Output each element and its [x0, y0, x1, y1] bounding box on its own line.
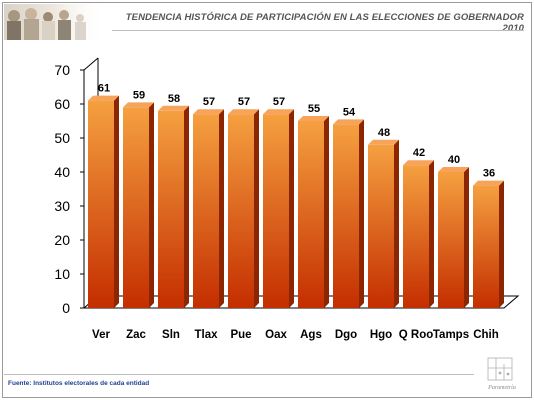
data-label: 42: [413, 147, 425, 159]
y-tick-label: 40: [54, 164, 70, 180]
x-tick-label: Dgo: [335, 329, 357, 341]
bar-top: [438, 167, 469, 172]
x-tick-label: Pue: [230, 329, 251, 341]
y-tick-label: 30: [54, 198, 70, 214]
bar-chih: [473, 185, 499, 308]
y-tick-label: 20: [54, 232, 70, 248]
x-tick-label: Zac: [126, 329, 146, 341]
bar-top: [368, 139, 399, 145]
bar-side: [254, 109, 259, 308]
data-label: 57: [273, 96, 285, 108]
data-label: 48: [378, 127, 390, 139]
y-tick-label: 10: [54, 266, 70, 282]
bar-tamps: [438, 172, 464, 308]
bar-top: [403, 160, 434, 166]
data-label: 55: [308, 103, 320, 115]
data-label: 57: [238, 96, 250, 108]
bar-q-roo: [403, 165, 429, 308]
bar-pue: [228, 114, 254, 308]
bar-side: [149, 102, 154, 309]
bar-side: [359, 119, 364, 309]
source-note: Fuente: Institutos electorales de cada e…: [8, 380, 150, 387]
logo-wordmark: Parametría: [487, 385, 516, 391]
x-tick-label: Hgo: [370, 329, 392, 341]
bar-side: [429, 160, 434, 308]
x-tick-label: Tlax: [194, 329, 218, 341]
bar-hgo: [368, 144, 394, 308]
data-label: 40: [448, 154, 460, 166]
bar-side: [394, 139, 399, 308]
bar-top: [473, 180, 504, 186]
x-tick-label: Q Roo: [399, 329, 434, 341]
y-tick-label: 0: [62, 300, 70, 316]
bar-dgo: [333, 124, 359, 309]
x-tick-label: Tamps: [433, 329, 469, 341]
x-tick-label: Ver: [92, 329, 110, 341]
y-tick-label: 50: [54, 130, 70, 146]
bar-oax: [263, 114, 289, 308]
bar-side: [324, 116, 329, 308]
data-label: 54: [343, 106, 356, 118]
bar-top: [158, 105, 189, 111]
bar-sln: [158, 110, 184, 308]
bar-top: [193, 109, 224, 115]
bar-ver: [88, 100, 114, 308]
x-tick-label: Ags: [300, 329, 322, 341]
bar-side: [499, 180, 504, 308]
parametria-logo: Parametría: [478, 356, 526, 394]
x-tick-label: Chih: [473, 329, 499, 341]
bar-ags: [298, 121, 324, 308]
bar-top: [298, 116, 329, 121]
data-label: 58: [168, 93, 180, 105]
footer-divider: [4, 374, 474, 375]
data-label: 61: [98, 83, 110, 95]
data-label: 57: [203, 96, 215, 108]
bar-side: [219, 109, 224, 308]
chart-title: TENDENCIA HISTÓRICA DE PARTICIPACIÓN EN …: [125, 12, 524, 34]
bar-tlax: [193, 114, 219, 308]
x-tick-label: Sln: [162, 329, 180, 341]
bar-top: [263, 109, 294, 115]
x-tick-label: Oax: [265, 329, 287, 341]
bar-side: [184, 105, 189, 308]
header-photo-crowd: [4, 4, 106, 40]
data-label: 59: [133, 89, 145, 101]
y-tick-label: 60: [54, 96, 70, 112]
bar-side: [464, 167, 469, 308]
data-label: 36: [483, 168, 495, 180]
title-divider: [112, 30, 524, 31]
bar-side: [114, 95, 119, 308]
y-tick-label: 70: [54, 62, 70, 78]
bar-side: [289, 109, 294, 308]
bar-top: [228, 109, 259, 115]
y-axis-depth-line: [83, 57, 99, 71]
bar-zac: [123, 107, 149, 309]
bar-top: [123, 102, 154, 108]
bar-top: [333, 119, 364, 125]
bar-top: [88, 95, 119, 101]
